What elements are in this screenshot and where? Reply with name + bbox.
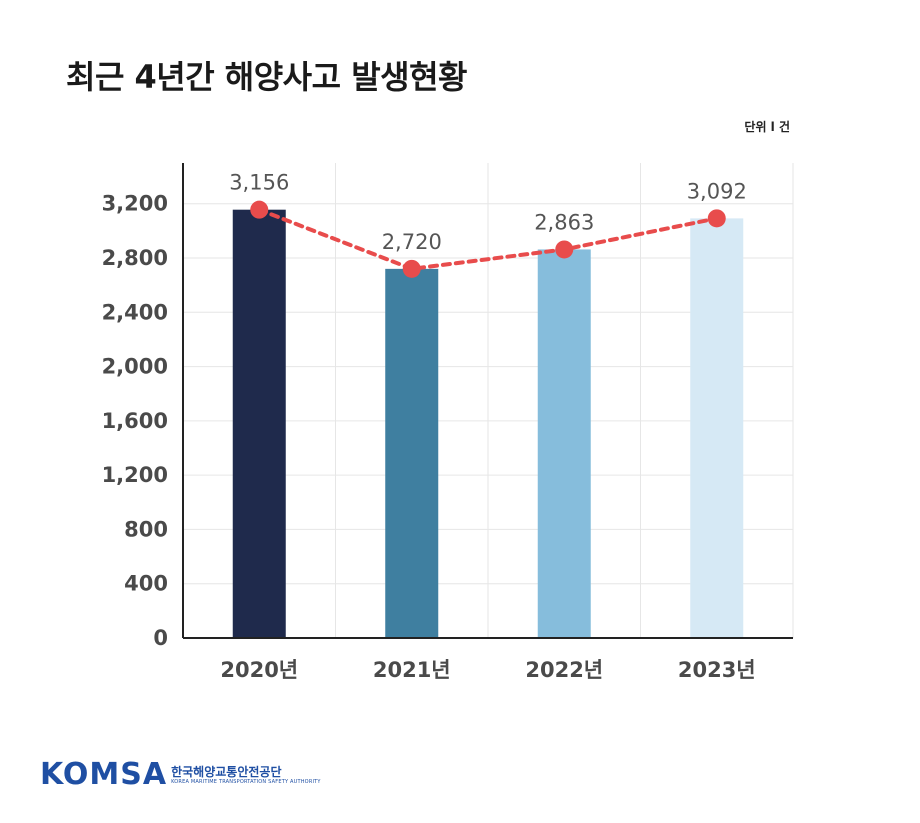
logo-wordmark: KOMSA [40,757,168,792]
data-labels: 3,156 2,720 2,863 3,092 [229,171,747,254]
logo-korean-name: 한국해양교통안전공단 [171,764,282,779]
data-label: 3,092 [687,179,747,203]
category-label: 2020년 [220,658,298,682]
y-tick-label: 3,200 [102,192,168,216]
category-label: 2022년 [525,658,603,682]
trend-line [250,200,726,278]
category-label: 2021년 [373,658,451,682]
category-label: 2023년 [678,658,756,682]
trend-point [250,200,269,219]
logo-english-name: KOREA MARITIME TRANSPORTATION SAFETY AUT… [171,778,321,785]
data-label: 2,863 [534,210,594,234]
y-tick-label: 1,600 [102,409,168,433]
komsa-logo: KOMSA 한국해양교통안전공단 KOREA MARITIME TRANSPOR… [40,760,321,790]
y-tick-label: 2,800 [102,246,168,270]
y-tick-label: 0 [153,626,168,650]
bar [537,249,591,638]
bars [232,209,744,638]
trend-point [707,209,726,228]
y-tick-label: 1,200 [102,463,168,487]
trend-point [555,240,574,259]
y-tick-label: 2,000 [102,355,168,379]
y-tick-label: 400 [124,572,168,596]
trend-point [402,259,421,278]
trend-line-path [257,207,719,271]
chart-title: 최근 4년간 해양사고 발생현황 [66,58,467,96]
bar [385,268,439,638]
bar [232,209,286,638]
logo-text-block: 한국해양교통안전공단 KOREA MARITIME TRANSPORTATION… [171,766,321,785]
category-labels: 2020년 2021년 2022년 2023년 [220,658,755,682]
unit-label: 단위 l 건 [744,120,790,134]
y-tick-label: 2,400 [102,300,168,324]
axes [182,163,793,639]
data-label: 2,720 [382,230,442,254]
data-label: 3,156 [229,171,289,195]
y-axis-ticks: 0 400 800 1,200 1,600 2,000 2,400 2,800 3,200 [102,192,168,650]
y-tick-label: 800 [124,517,168,541]
bar [690,218,744,638]
